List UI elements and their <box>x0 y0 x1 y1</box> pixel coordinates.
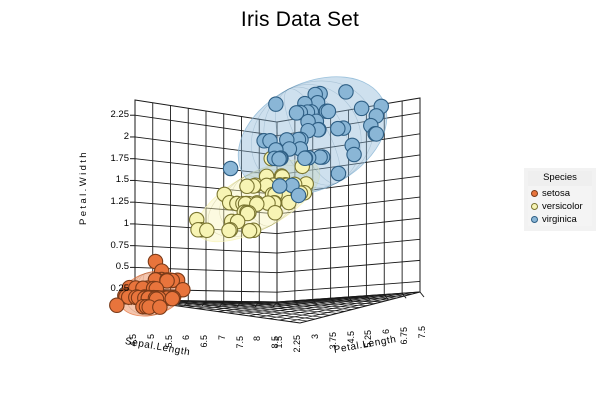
y-axis-tick-label: 2 <box>123 130 129 142</box>
legend-item-virginica[interactable]: virginica <box>528 213 592 226</box>
legend-items: setosa versicolor virginica <box>528 186 592 226</box>
data-point-setosa <box>164 290 181 307</box>
legend-title: Species <box>528 171 592 186</box>
z-axis-tick-label: 1.5 <box>274 336 284 349</box>
x-axis-tick-label: 7.5 <box>234 335 245 349</box>
legend-item-versicolor[interactable]: versicolor <box>528 200 592 213</box>
data-points <box>109 84 390 315</box>
z-axis-ticks <box>276 291 425 308</box>
data-point-virginica <box>288 105 305 121</box>
z-axis-tick-label: 2.25 <box>291 334 302 353</box>
legend-key-icon <box>531 203 538 210</box>
data-point-virginica <box>346 146 362 163</box>
data-point-versicolor <box>199 222 215 239</box>
y-axis-tick-label: 1.5 <box>115 174 129 186</box>
legend-item-label: versicolor <box>542 201 583 212</box>
y-axis-tick-label: 2.25 <box>110 109 130 121</box>
data-point-virginica <box>330 120 346 137</box>
legend: Species setosa versicolor virginica <box>524 168 596 231</box>
data-point-versicolor <box>241 222 258 239</box>
data-point-versicolor <box>221 222 237 239</box>
data-point-setosa <box>152 299 168 315</box>
data-point-virginica <box>338 84 354 100</box>
legend-item-label: setosa <box>542 188 570 199</box>
data-point-virginica <box>290 187 307 204</box>
data-point-setosa <box>159 273 175 289</box>
data-point-setosa <box>109 297 125 313</box>
y-axis-tick-label: 1.75 <box>110 152 130 164</box>
x-axis-tick-label: 7 <box>216 335 227 341</box>
legend-key-icon <box>531 216 538 223</box>
y-axis-tick-label: 1 <box>123 217 129 229</box>
legend-item-setosa[interactable]: setosa <box>528 187 592 200</box>
data-point-virginica <box>353 100 370 117</box>
y-axis-tick-label: 1.25 <box>110 196 130 208</box>
z-axis-tick-label: 6 <box>381 328 392 334</box>
data-point-virginica <box>222 160 239 177</box>
x-axis-tick-label: 5 <box>145 334 156 340</box>
y-axis-tick-label: 0.75 <box>110 239 130 251</box>
y-axis-tick-label: 0.5 <box>115 261 129 273</box>
z-axis-tick-label: 6.75 <box>399 327 410 345</box>
z-axis-tick-label: 7.5 <box>417 326 427 339</box>
legend-item-label: virginica <box>542 214 577 225</box>
data-point-virginica <box>271 178 288 194</box>
data-point-versicolor <box>267 205 283 221</box>
data-point-virginica <box>271 151 287 167</box>
page-title: Iris Data Set <box>240 8 360 31</box>
data-point-versicolor <box>239 178 255 195</box>
x-axis-tick-label: 6 <box>181 334 192 340</box>
legend-key-icon <box>531 190 538 197</box>
data-point-virginica <box>320 103 337 120</box>
y-axis-tick-label: 0.25 <box>110 283 130 295</box>
x-axis-tick-label: 6.5 <box>199 335 209 348</box>
data-point-virginica <box>330 165 347 182</box>
z-axis-tick-label: 3 <box>309 333 320 339</box>
data-point-virginica <box>268 96 284 112</box>
data-point-virginica <box>297 150 313 167</box>
x-axis-tick-label: 8 <box>252 335 263 341</box>
y-axis-ticks <box>130 114 135 290</box>
data-point-virginica <box>368 126 385 142</box>
